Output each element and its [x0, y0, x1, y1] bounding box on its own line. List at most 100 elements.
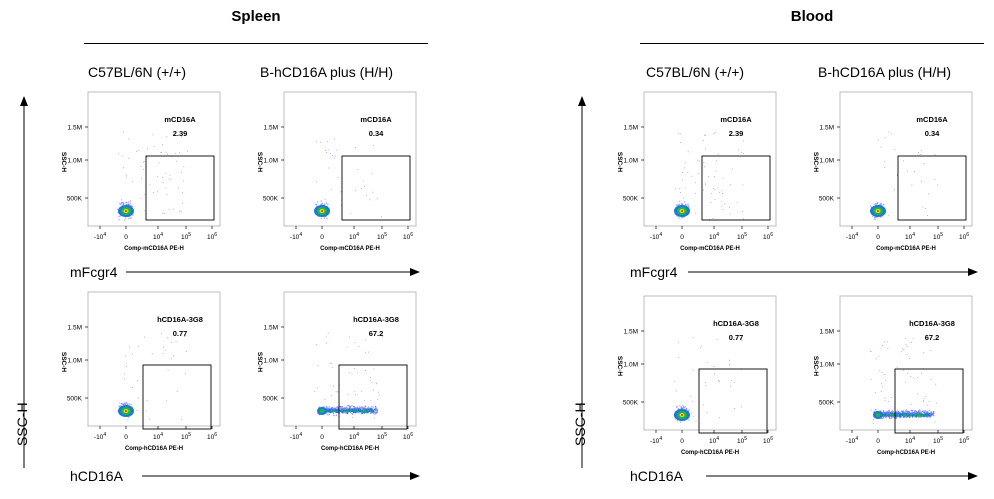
- event-dot: [177, 187, 179, 189]
- x-tick-label: 104: [153, 432, 163, 441]
- event-dot: [365, 194, 367, 196]
- y-axis-label: SSC-H: [812, 152, 819, 173]
- x-tick-label: 105: [181, 432, 191, 441]
- event-dot: [329, 153, 331, 155]
- event-dot: [175, 341, 177, 343]
- event-dot: [160, 151, 162, 153]
- event-dot: [890, 396, 892, 398]
- event-dot: [687, 151, 689, 153]
- event-dot: [926, 404, 928, 406]
- y-tick-label: 1.5M: [68, 325, 82, 332]
- event-dot: [375, 382, 377, 384]
- event-dot: [890, 415, 893, 418]
- event-dot: [681, 179, 683, 181]
- event-dot: [936, 184, 938, 186]
- event-dot: [327, 332, 329, 334]
- row-marker-mfcgr4-blood: mFcgr4: [630, 264, 678, 280]
- event-dot: [923, 401, 925, 402]
- event-dot: [878, 139, 880, 141]
- event-dot: [903, 160, 904, 162]
- event-dot: [888, 215, 890, 217]
- gate-label: mCD16A: [916, 115, 948, 124]
- event-dot: [126, 366, 127, 368]
- event-dot: [679, 405, 681, 407]
- flow-plot-spleen-wt-mcd16a: 500K 1.0M 1.5M -104 0 104 105 106 Comp-mCD16A PE…: [60, 91, 221, 252]
- y-axis-label: SSC-H: [616, 356, 623, 377]
- event-dot: [331, 367, 333, 369]
- event-dot: [179, 211, 181, 213]
- event-dot: [911, 414, 914, 417]
- event-dot: [348, 404, 350, 407]
- event-dot: [915, 414, 918, 417]
- event-dot: [354, 342, 356, 344]
- y-tick-label: 1.0M: [624, 158, 638, 165]
- event-dot: [919, 154, 921, 155]
- event-dot: [925, 207, 927, 209]
- event-dot: [908, 411, 910, 413]
- event-dot: [369, 409, 372, 411]
- event-dot: [873, 203, 876, 205]
- event-dot: [137, 150, 139, 151]
- event-dot: [315, 181, 317, 183]
- event-dot: [173, 355, 174, 357]
- event-dot: [704, 166, 706, 168]
- x-tick-label: 104: [709, 232, 719, 241]
- event-dot: [879, 216, 882, 218]
- event-dot: [122, 203, 124, 205]
- event-dot: [328, 167, 330, 169]
- event-dot: [884, 397, 886, 399]
- event-dot: [324, 203, 326, 205]
- event-dot: [674, 380, 676, 382]
- event-dot: [354, 411, 357, 414]
- event-dot: [125, 401, 128, 404]
- event-dot: [354, 189, 356, 191]
- event-dot: [933, 410, 935, 413]
- x-tick-label: 105: [377, 432, 387, 441]
- event-dot: [928, 193, 929, 195]
- x-tick-label: 106: [959, 232, 969, 241]
- event-dot: [164, 212, 165, 214]
- event-dot: [146, 400, 148, 402]
- y-tick-label: 1.5M: [68, 125, 82, 132]
- event-dot: [692, 415, 694, 417]
- x-tick-label: 106: [763, 232, 773, 241]
- event-dot: [710, 201, 712, 203]
- event-dot: [122, 202, 124, 204]
- event-dot: [875, 202, 877, 205]
- event-dot: [890, 133, 892, 135]
- event-dot: [326, 152, 328, 153]
- event-dot: [923, 399, 925, 401]
- event-dot: [356, 406, 358, 408]
- event-dot: [718, 381, 720, 382]
- event-dot: [880, 390, 882, 392]
- event-dot: [333, 414, 335, 417]
- event-dot: [122, 167, 124, 169]
- event-dot: [184, 373, 186, 375]
- event-dot: [910, 342, 912, 343]
- event-dot: [914, 413, 917, 416]
- event-dot: [343, 407, 346, 409]
- event-dot: [935, 383, 937, 385]
- y-tick-label: 1.0M: [820, 362, 834, 369]
- gate-label: mCD16A: [720, 115, 752, 124]
- event-dot: [699, 347, 701, 349]
- event-dot: [687, 172, 689, 173]
- x-tick-label: 105: [933, 232, 943, 241]
- gate-rectangle: [701, 155, 771, 221]
- event-dot: [870, 378, 872, 380]
- event-dot: [121, 155, 123, 157]
- gate-label: mCD16A: [360, 115, 392, 124]
- event-dot: [131, 205, 133, 207]
- event-dot: [174, 152, 176, 154]
- event-dot: [722, 177, 724, 179]
- event-dot: [686, 204, 688, 206]
- event-dot: [318, 406, 319, 408]
- event-dot: [896, 409, 898, 411]
- event-dot: [137, 345, 139, 347]
- event-dot: [118, 153, 120, 155]
- gate-rectangle: [897, 155, 967, 221]
- event-dot: [883, 373, 885, 375]
- x-tick-label: -104: [290, 432, 302, 441]
- event-dot: [679, 142, 681, 143]
- event-dot: [369, 199, 371, 201]
